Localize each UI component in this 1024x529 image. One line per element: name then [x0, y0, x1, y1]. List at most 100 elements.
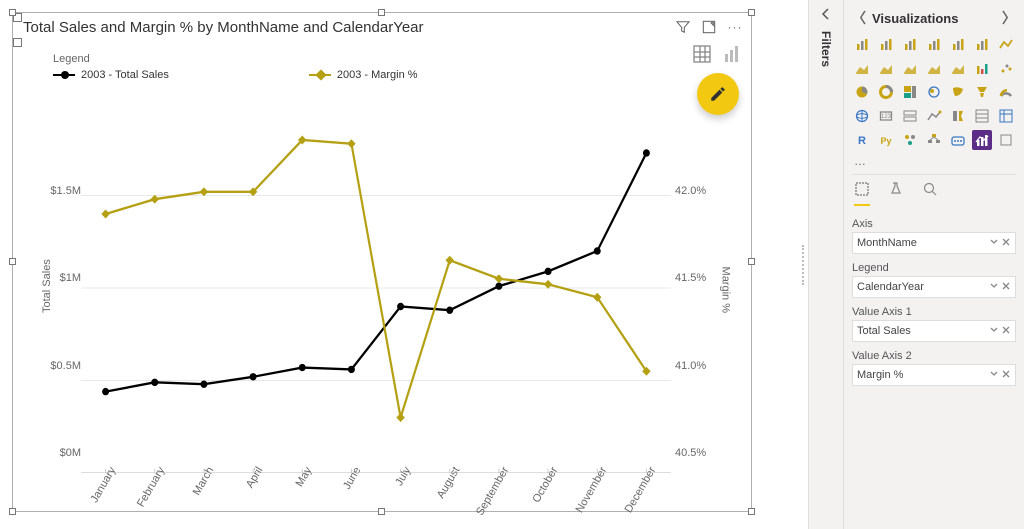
viz-type-multi-card[interactable] [900, 106, 920, 126]
visualizations-pane: 〈 Visualizations 〉 123 R Py … Axis MonthNam… [844, 0, 1024, 529]
viz-pane-expand-icon[interactable]: 〉 [1002, 8, 1016, 28]
viz-type-matrix[interactable] [996, 106, 1016, 126]
tab-analytics[interactable] [922, 181, 938, 206]
svg-text:R: R [858, 135, 866, 147]
viz-type-area[interactable] [852, 58, 872, 78]
viz-type-card[interactable]: 123 [876, 106, 896, 126]
viz-type-filled-map[interactable] [948, 82, 968, 102]
viz-type-scatter[interactable] [996, 58, 1016, 78]
y2-tick-label: 41.5% [675, 272, 706, 284]
viz-type-R[interactable]: R [852, 130, 872, 150]
viz-type-ribbon[interactable] [948, 58, 968, 78]
viz-type-stacked-column[interactable] [876, 34, 896, 54]
field-well-remove-icon[interactable] [1001, 325, 1011, 338]
field-well-chevron-icon[interactable] [989, 325, 999, 338]
field-well-value: Total Sales [857, 325, 911, 337]
viz-type-map[interactable] [924, 82, 944, 102]
viz-type-clustered-column[interactable] [924, 34, 944, 54]
viz-type-slicer[interactable] [948, 106, 968, 126]
tab-fields[interactable] [854, 181, 870, 206]
viz-type-qna[interactable] [948, 130, 968, 150]
field-well-chevron-icon[interactable] [989, 369, 999, 382]
viz-pane-title: Visualizations [866, 11, 1002, 26]
x-tick-label: December [618, 465, 658, 523]
y1-tick-label: $0M [60, 447, 81, 459]
viz-type-table[interactable] [972, 106, 992, 126]
more-options-icon[interactable]: ··· [727, 19, 743, 35]
field-well-chevron-icon[interactable] [989, 281, 999, 294]
viz-type-stacked-bar[interactable] [852, 34, 872, 54]
field-well-0[interactable]: MonthName [852, 232, 1016, 254]
viz-type-decomp[interactable] [924, 130, 944, 150]
viz-type-line[interactable] [996, 34, 1016, 54]
x-tick-label: July [373, 465, 413, 523]
y2-axis-ticks: 40.5%41.0%41.5%42.0% [675, 103, 715, 453]
viz-pane-collapse-icon[interactable]: 〈 [852, 8, 866, 28]
viz-type-treemap[interactable] [900, 82, 920, 102]
report-canvas: Total Sales and Margin % by MonthName an… [0, 0, 757, 529]
x-tick-label: February [127, 465, 167, 523]
viz-type-line-stacked-col[interactable] [900, 58, 920, 78]
field-well-3[interactable]: Margin % [852, 364, 1016, 386]
field-well-label-3: Value Axis 2 [852, 350, 1016, 362]
field-well-chevron-icon[interactable] [989, 237, 999, 250]
x-tick-label: June [323, 465, 363, 523]
chart-visual-container[interactable]: Total Sales and Margin % by MonthName an… [12, 12, 752, 512]
y1-tick-label: $1M [60, 272, 81, 284]
viz-type-kpi[interactable] [924, 106, 944, 126]
legend-title: Legend [53, 53, 418, 65]
pane-splitter[interactable] [800, 0, 808, 529]
focus-mode-icon[interactable] [701, 19, 717, 35]
legend-swatch-series-1 [309, 74, 331, 76]
viz-type-donut[interactable] [876, 82, 896, 102]
viz-type-Py[interactable]: Py [876, 130, 896, 150]
viz-type-stacked-area[interactable] [876, 58, 896, 78]
x-tick-label: May [274, 465, 314, 523]
x-tick-label: October [520, 465, 560, 523]
field-wells-container: Axis MonthName Legend CalendarYear Value A… [852, 218, 1016, 386]
tab-format[interactable] [888, 181, 904, 206]
x-tick-label: November [569, 465, 609, 523]
viz-more-ellipsis[interactable]: … [852, 154, 1016, 174]
viz-type-pie[interactable] [852, 82, 872, 102]
viz-type-narrative[interactable] [996, 130, 1016, 150]
viz-type-gauge[interactable] [996, 82, 1016, 102]
svg-text:123: 123 [881, 114, 892, 120]
viz-type-waterfall[interactable] [972, 58, 992, 78]
field-well-1[interactable]: CalendarYear [852, 276, 1016, 298]
viz-type-key-influencer[interactable] [900, 130, 920, 150]
viz-type-100-column[interactable] [972, 34, 992, 54]
y2-tick-label: 42.0% [675, 185, 706, 197]
visualization-type-grid: 123 R Py [852, 34, 1016, 150]
field-well-2[interactable]: Total Sales [852, 320, 1016, 342]
field-well-remove-icon[interactable] [1001, 281, 1011, 294]
field-well-label-0: Axis [852, 218, 1016, 230]
viz-type-paginated[interactable] [972, 130, 992, 150]
y1-tick-label: $1.5M [50, 185, 81, 197]
legend-label-series-0: 2003 - Total Sales [81, 69, 169, 81]
field-well-value: CalendarYear [857, 281, 924, 293]
viz-type-line-clustered-col[interactable] [924, 58, 944, 78]
x-tick-label: April [225, 465, 265, 523]
y2-tick-label: 40.5% [675, 447, 706, 459]
drill-bars-icon[interactable] [721, 43, 743, 65]
svg-text:Py: Py [880, 136, 891, 146]
field-well-remove-icon[interactable] [1001, 237, 1011, 250]
field-well-value: Margin % [857, 369, 903, 381]
viz-type-100-bar[interactable] [948, 34, 968, 54]
viz-type-globe[interactable] [852, 106, 872, 126]
viz-type-clustered-bar[interactable] [900, 34, 920, 54]
filter-icon[interactable] [675, 19, 691, 35]
y1-tick-label: $0.5M [50, 360, 81, 372]
y2-axis-label: Margin % [719, 267, 731, 313]
field-well-remove-icon[interactable] [1001, 369, 1011, 382]
filters-pane-label[interactable]: Filters [819, 31, 833, 67]
chart-plot-area [81, 103, 671, 473]
field-well-label-1: Legend [852, 262, 1016, 274]
y2-tick-label: 41.0% [675, 360, 706, 372]
chart-legend: Legend 2003 - Total Sales 2003 - Margin … [53, 53, 418, 81]
viz-type-funnel[interactable] [972, 82, 992, 102]
show-data-grid-icon[interactable] [691, 43, 713, 65]
legend-swatch-series-0 [53, 74, 75, 76]
filters-expand-icon[interactable] [820, 8, 832, 23]
